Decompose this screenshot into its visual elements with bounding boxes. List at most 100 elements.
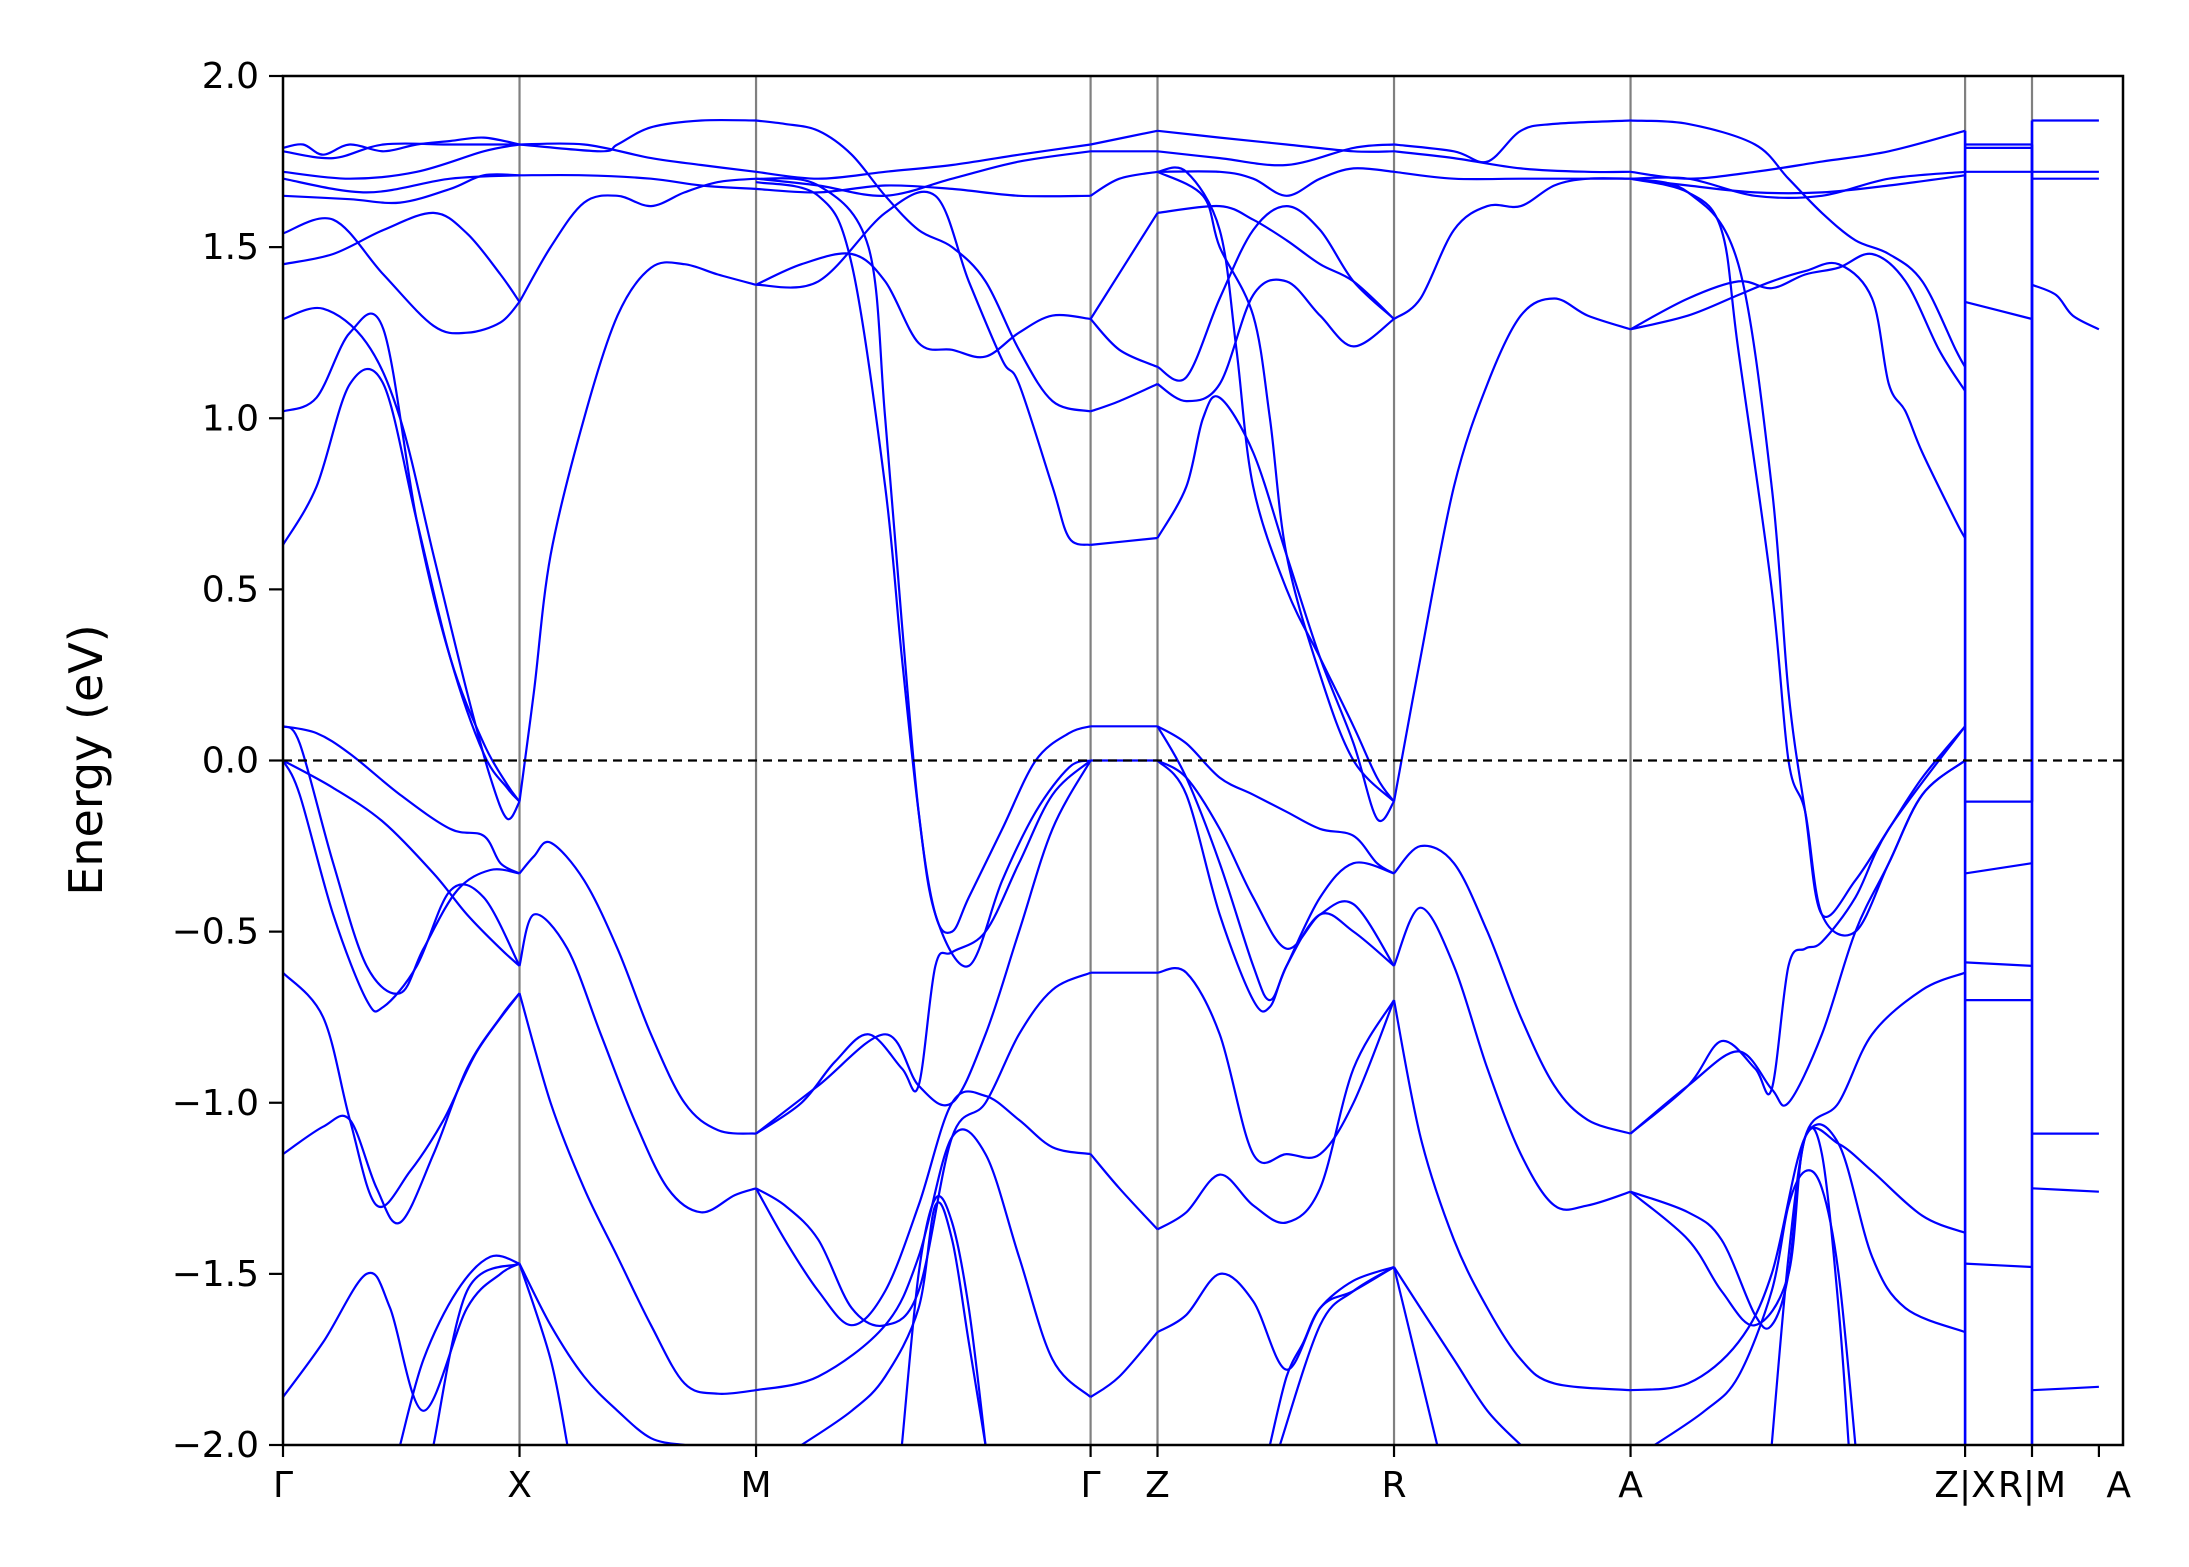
band-line	[2031, 283, 2100, 331]
band-line	[1964, 862, 2033, 875]
x-tick-label: Γ	[1081, 1465, 1101, 1506]
band-line	[519, 173, 757, 190]
band-line	[1630, 170, 1966, 199]
band-line	[282, 174, 520, 194]
y-axis-label: Energy (eV)	[59, 624, 113, 895]
band-line	[1156, 725, 1395, 1002]
band-line	[755, 252, 1091, 359]
band-line	[1156, 725, 1395, 875]
band-line	[282, 306, 521, 821]
band-line	[432, 1262, 521, 1446]
band-line	[1629, 725, 1966, 1135]
band-line	[800, 1201, 987, 1446]
band-line	[282, 143, 520, 180]
x-tick-label: Γ	[273, 1465, 293, 1506]
band-line	[755, 181, 1091, 968]
y-tick-label: −2.0	[172, 1425, 259, 1466]
band-line	[282, 367, 521, 803]
band-line	[1089, 1153, 1159, 1231]
band-line	[1770, 1126, 1850, 1446]
band-line	[1629, 252, 1967, 392]
band-line	[282, 211, 521, 303]
x-tick-label: A	[1618, 1465, 1643, 1506]
band-line	[1156, 278, 1395, 403]
band-line	[900, 1195, 987, 1446]
band-line	[1392, 1266, 1439, 1446]
band-line	[1630, 174, 1966, 195]
band-line	[282, 992, 521, 1225]
band-line	[1392, 999, 1631, 1392]
band-line	[399, 1254, 520, 1446]
band-line	[1090, 129, 1158, 146]
band-line	[1393, 1266, 1522, 1446]
band-line	[282, 142, 520, 160]
y-tick-label: 0.0	[202, 741, 259, 782]
y-tick-label: 1.5	[202, 227, 259, 268]
band-line	[519, 142, 757, 173]
band-line	[2031, 1385, 2099, 1392]
x-tick-label: M	[741, 1465, 772, 1506]
band-line	[1392, 297, 1631, 802]
band-line	[1156, 999, 1395, 1231]
band-line	[1090, 382, 1158, 413]
x-tick-label: A	[2106, 1465, 2131, 1506]
band-line	[1268, 1265, 1395, 1446]
band-line	[1393, 150, 1631, 174]
band-line	[282, 759, 521, 967]
band-line	[755, 1128, 1092, 1398]
band-line	[755, 759, 1092, 1135]
band-line	[1964, 300, 2033, 321]
band-line	[1156, 759, 1395, 967]
y-axis-ticks: −2.0 −1.5 −1.0 −0.5 0.0 0.5 1.0 1.5 2.0	[172, 56, 283, 1466]
band-line	[1393, 177, 1631, 320]
band-line	[518, 1263, 569, 1446]
band-line	[518, 840, 757, 1135]
bands	[282, 118, 2100, 1447]
band-line	[1653, 1169, 1857, 1446]
band-line	[518, 1263, 685, 1447]
band-line	[1156, 205, 1395, 382]
band-line	[1090, 536, 1158, 546]
y-tick-label: −0.5	[172, 912, 259, 953]
x-tick-label: Z|X	[1934, 1465, 1995, 1506]
band-line	[1157, 167, 1395, 197]
band-line	[282, 217, 521, 335]
band-line	[518, 177, 757, 303]
band-line	[1157, 967, 1396, 1164]
band-line	[755, 184, 1091, 198]
band-line	[282, 1262, 521, 1412]
band-line	[282, 759, 521, 1013]
x-tick-label: Z	[1145, 1465, 1170, 1506]
band-line	[755, 971, 1092, 1327]
band-line	[1629, 1127, 1966, 1327]
y-tick-label: 2.0	[202, 56, 259, 97]
band-line	[1393, 844, 1631, 1135]
band-line	[519, 118, 757, 153]
y-tick-label: −1.5	[172, 1254, 259, 1295]
band-line	[755, 190, 1091, 546]
y-tick-label: −1.0	[172, 1083, 259, 1124]
band-line	[1392, 906, 1631, 1211]
band-line	[1089, 318, 1158, 368]
band-line	[755, 1090, 1091, 1327]
band-line	[518, 913, 757, 1214]
band-line	[282, 136, 520, 156]
band-line	[1630, 119, 1967, 368]
band-line	[755, 143, 1091, 180]
band-line	[518, 992, 757, 1395]
band-line	[282, 173, 520, 205]
band-line	[1089, 212, 1159, 320]
band-line	[1156, 170, 1395, 803]
band-line	[1156, 759, 1395, 1013]
band-line	[2031, 1187, 2099, 1193]
band-line	[1965, 961, 2033, 967]
band-line	[1157, 129, 1395, 153]
band-line	[1393, 119, 1631, 164]
band-line	[1157, 166, 1395, 803]
x-axis-ticks: Γ X M Γ Z R A Z|X R|M A	[273, 1445, 2131, 1506]
band-line	[282, 725, 521, 875]
band-line	[755, 119, 1091, 413]
x-tick-label: X	[507, 1465, 532, 1506]
x-tick-label: R	[1382, 1465, 1407, 1506]
